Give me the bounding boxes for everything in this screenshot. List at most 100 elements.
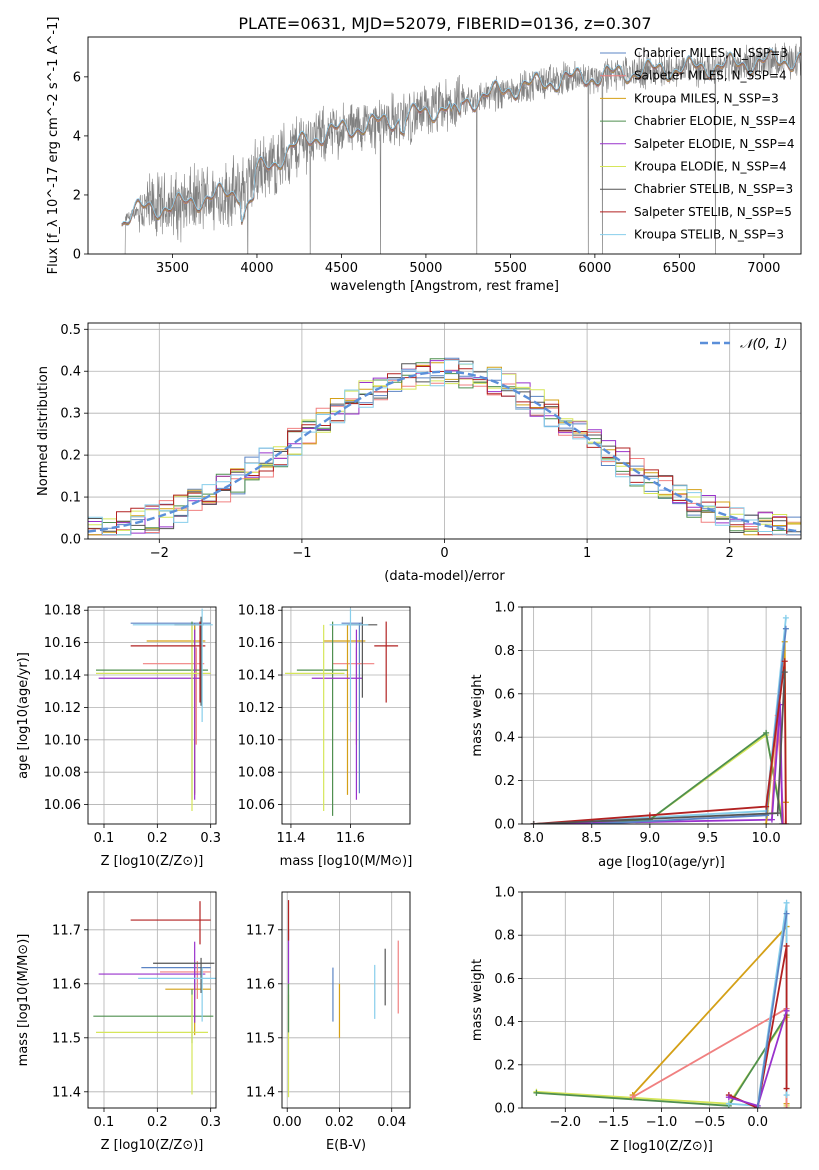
axes-mass_vs_Z: 0.1 0.2 0.3 11.4 11.5 11.6 11.7 Z [log10(Z/Z⊙)]… [16, 891, 221, 1153]
plot-area-spectrum [121, 42, 801, 254]
y-tick-label: 10.08 [44, 766, 81, 781]
y-tick-label: 10.18 [238, 604, 275, 619]
y-axis-label: age [log10(age/yr)] [16, 652, 31, 779]
y-tick-label: 11.6 [246, 977, 275, 992]
weight-marker-salpeter-stelib [783, 943, 790, 949]
axes-age_vs_mass: 11.4 11.6 10.06 10.08 10.10 10.12 10.14 10.16 10… [238, 604, 413, 869]
legend-entry: Chabrier MILES, N_SSP=3 [634, 46, 788, 60]
x-axis-label: E(B-V) [326, 1138, 366, 1153]
axes-frame [281, 891, 411, 1109]
y-tick-label: 1.0 [494, 886, 515, 901]
y-tick-label: 0.2 [60, 449, 81, 464]
x-tick-label: 11.6 [336, 831, 365, 846]
y-tick-label: 0.6 [494, 687, 515, 702]
axes-frame [521, 606, 802, 825]
legend-entry: Salpeter ELODIE, N_SSP=4 [634, 137, 795, 151]
x-tick-label: 3500 [156, 261, 189, 276]
legend-entry: Kroupa ELODIE, N_SSP=4 [634, 160, 787, 174]
normal-curve-line [88, 370, 801, 533]
legend: Chabrier MILES, N_SSP=3 Salpeter MILES, N… [600, 46, 796, 242]
y-tick-label: 10.12 [238, 701, 275, 716]
y-tick-label: 11.7 [52, 923, 81, 938]
y-tick-label: 2 [73, 188, 81, 203]
axes-frame [87, 891, 217, 1109]
axes-frame [87, 606, 217, 825]
x-tick-label: 0.1 [94, 1115, 115, 1130]
weight-marker-chabrier-stelib [774, 810, 781, 817]
y-tick-label: 0.1 [60, 491, 81, 506]
y-tick-label: 0.2 [494, 1058, 515, 1073]
x-tick-label: 5500 [494, 261, 527, 276]
x-tick-label: 8.5 [581, 831, 602, 846]
plot-area-age_vs_Z [88, 607, 216, 824]
y-tick-label: 10.12 [44, 701, 81, 716]
y-tick-label: 0.4 [60, 365, 81, 380]
y-tick-label: 10.14 [44, 669, 81, 684]
x-axis-label: (data-model)/error [384, 569, 505, 584]
x-tick-label: 0.2 [147, 831, 168, 846]
legend-entry: Kroupa STELIB, N_SSP=3 [634, 228, 784, 242]
y-tick-label: 0.3 [60, 407, 81, 422]
y-tick-label: 0.6 [494, 972, 515, 987]
x-tick-label: 6500 [663, 261, 696, 276]
weight-marker-salpeter-stelib [783, 1085, 790, 1092]
axes-weight_vs_Z: −2.0 −1.5 −1.0 −0.5 0.0 0.0 0.2 0.4 0.6 0.8 1.0 Z [… [470, 886, 802, 1154]
y-tick-label: 4 [73, 129, 81, 144]
y-tick-label: 10.18 [44, 604, 81, 619]
axes-residuals: −2 −1 0 1 2 0.0 0.1 0.2 0.3 0.4 0.5 (data-model)/er… [36, 322, 802, 584]
weight-line-kroupa-stelib [533, 617, 787, 824]
y-tick-label: 0.0 [494, 818, 515, 833]
x-tick-label: 4500 [325, 261, 358, 276]
weight-marker-kroupa-miles [763, 821, 770, 824]
y-tick-label: 10.10 [238, 733, 275, 748]
legend-entry: Chabrier ELODIE, N_SSP=4 [634, 114, 796, 128]
x-tick-label: −1 [292, 546, 311, 561]
y-tick-label: 11.4 [246, 1085, 275, 1100]
weight-marker-chabrier-stelib [781, 669, 788, 676]
x-tick-label: 0.2 [147, 1115, 168, 1130]
x-axis-label: Z [log10(Z/Z⊙)] [101, 854, 204, 869]
weight-line-salpeter-stelib [533, 661, 787, 824]
y-tick-label: 0 [73, 248, 81, 263]
axes-spectrum: 3500 4000 4500 5000 5500 6000 6500 7000 0 2 4 6 wave… [46, 17, 802, 294]
x-tick-label: 9.5 [698, 831, 719, 846]
y-tick-label: 11.4 [52, 1085, 81, 1100]
y-axis-label: mass [log10(M/M⊙)] [16, 934, 31, 1067]
x-tick-label: 5000 [409, 261, 442, 276]
legend-entry: Salpeter MILES, N_SSP=4 [634, 69, 787, 83]
legend-entry: Chabrier STELIB, N_SSP=3 [634, 182, 793, 196]
weight-line-chabrier-miles [756, 913, 788, 1108]
axes-frame [87, 322, 802, 540]
x-tick-label: −0.5 [694, 1115, 726, 1130]
x-tick-label: 10.0 [752, 831, 781, 846]
x-tick-label: −1.5 [598, 1115, 630, 1130]
x-axis-label: wavelength [Angstrom, rest frame] [330, 279, 559, 294]
legend-entry: 𝒩(0, 1) [740, 337, 787, 352]
y-tick-label: 0.5 [60, 323, 81, 338]
axes-age_vs_Z: 0.1 0.2 0.3 10.06 10.08 10.10 10.12 10.14 10.16 1… [16, 604, 221, 869]
plot-area-weight_vs_age [522, 607, 801, 824]
weight-marker-salpeter-miles [783, 1105, 790, 1108]
y-tick-label: 10.16 [44, 636, 81, 651]
model-kroupa-stelib-line [121, 48, 801, 224]
y-tick-label: 10.10 [44, 733, 81, 748]
x-tick-label: −2 [150, 546, 169, 561]
y-tick-label: 0.0 [494, 1102, 515, 1117]
figure-title: PLATE=0631, MJD=52079, FIBERID=0136, z=0… [238, 14, 651, 33]
weight-marker-salpeter-elodie [768, 816, 775, 823]
y-tick-label: 0.8 [494, 644, 515, 659]
y-tick-label: 10.06 [238, 798, 275, 813]
weight-marker-chabrier-miles [782, 625, 789, 632]
weight-marker-salpeter-stelib [763, 803, 770, 810]
y-axis-label: Flux [f_λ 10^-17 erg cm^-2 s^-1 A^-1] [46, 17, 61, 275]
x-tick-label: 0.0 [747, 1115, 768, 1130]
x-tick-label: 0.3 [200, 831, 221, 846]
x-tick-label: 0.00 [273, 1115, 302, 1130]
weight-marker-kroupa-stelib [725, 1100, 732, 1107]
y-tick-label: 11.6 [52, 977, 81, 992]
x-tick-label: 11.4 [276, 831, 305, 846]
y-tick-label: 0.2 [494, 774, 515, 789]
legend-entry: Kroupa MILES, N_SSP=3 [634, 91, 779, 105]
histogram-kroupa-stelib [88, 359, 801, 536]
